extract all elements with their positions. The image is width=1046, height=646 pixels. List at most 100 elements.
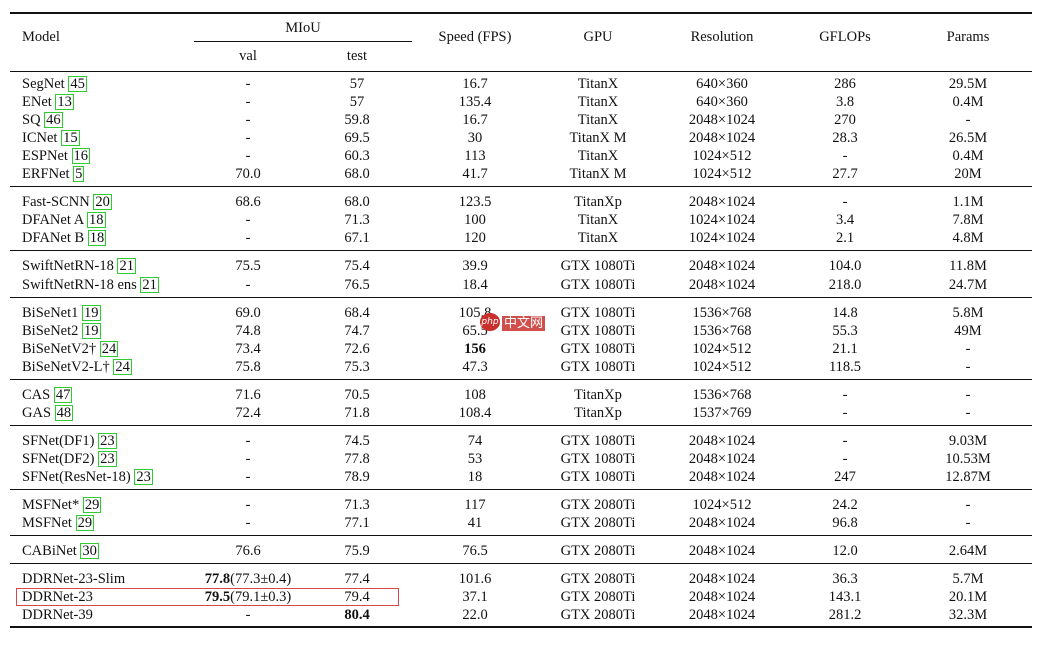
speed-cell: 135.4 [458,94,492,111]
citation-link[interactable]: 19 [82,304,101,321]
val-text: - [245,497,251,513]
citation-link[interactable]: 23 [98,432,117,449]
val-text: 73.4 [235,340,261,357]
resolution-cell: 1024×512 [692,148,752,165]
header-model: Model [22,29,60,45]
bottom-rule [10,626,1032,629]
citation-link[interactable]: 21 [140,276,159,293]
gflops-cell: - [842,148,848,165]
gflops-cell: 270 [834,112,856,129]
val-cell: 72.4 [235,404,260,422]
gpu-cell: GTX 2080Ti [560,543,636,560]
test-cell: 68.0 [344,166,370,183]
citation-link[interactable]: 13 [55,94,74,111]
val-text: - [245,112,251,129]
model-name: DDRNet-23-Slim [22,570,125,588]
header-params: Params [946,29,990,45]
gflops-cell: 96.8 [832,515,858,532]
resolution-cell: 2048×1024 [688,607,756,624]
gflops-cell: 3.4 [835,212,855,229]
gpu-cell: TitanX [577,76,619,92]
citation-link[interactable]: 29 [75,515,95,532]
test-cell: 59.8 [344,112,370,129]
resolution-cell: 2048×1024 [688,571,756,588]
gpu-cell: GTX 1080Ti [560,304,636,321]
gpu-cell: GTX 1080Ti [560,468,636,485]
gflops-cell: 286 [834,76,856,92]
citation-link[interactable]: 18 [87,230,107,247]
model-name: BiSeNetV2† 24 [22,340,119,358]
test-cell: 79.4 [344,589,370,606]
test-cell: 77.4 [344,571,370,588]
test-cell: 74.7 [344,322,370,339]
params-cell: 32.3M [948,607,988,624]
params-cell: - [965,386,971,403]
model-label: Fast-SCNN [22,194,94,211]
gpu-cell: GTX 1080Ti [560,432,636,449]
test-cell: 75.9 [344,543,370,560]
group-rule [10,250,1032,252]
val-text: 69.0 [235,304,261,321]
val-cell: - [246,129,251,147]
gpu-cell: GTX 1080Ti [560,340,636,357]
citation-link[interactable]: 45 [68,76,87,92]
resolution-cell: 1024×512 [692,497,752,513]
params-cell: 26.5M [948,130,988,147]
gflops-cell: 28.3 [832,130,858,147]
val-text: 75.5 [235,258,261,275]
model-label: SFNet(DF1) [22,432,99,449]
model-label: SegNet [22,76,69,92]
citation-link[interactable]: 18 [87,212,106,229]
gpu-cell: GTX 2080Ti [560,589,636,606]
gpu-cell: GTX 1080Ti [560,358,636,375]
val-bold: 77.8 [204,571,231,588]
test-cell: 77.1 [344,515,370,532]
speed-cell: 113 [464,148,486,165]
model-name: BiSeNetV2-L† 24 [22,358,132,376]
citation-link[interactable]: 24 [99,340,119,357]
gflops-cell: - [842,450,848,467]
val-text: - [245,468,251,485]
citation-link[interactable]: 16 [71,148,91,165]
citation-link[interactable]: 30 [80,543,99,560]
gflops-cell: 12.0 [832,543,858,560]
model-name: ESPNet 16 [22,147,91,165]
citation-link[interactable]: 46 [44,112,63,129]
speed-cell: 101.6 [458,571,492,588]
resolution-cell: 1537×769 [692,404,752,421]
citation-link[interactable]: 21 [117,258,136,275]
citation-link[interactable]: 48 [54,404,74,421]
resolution-cell: 2048×1024 [688,543,756,560]
speed-cell: 18 [467,468,483,485]
speed-cell: 47.3 [462,358,488,375]
gpu-cell: TitanX [577,148,619,165]
val-text: - [245,148,251,165]
citation-link[interactable]: 20 [93,194,112,211]
citation-link[interactable]: 47 [53,386,73,403]
citation-link[interactable]: 15 [61,130,80,147]
val-cell: - [246,514,251,532]
model-name: ICNet 15 [22,129,80,147]
model-label: SFNet(ResNet-18) [22,468,135,485]
citation-link[interactable]: 5 [73,166,85,183]
model-label: SQ [22,112,45,129]
citation-link[interactable]: 19 [82,322,101,339]
gflops-cell: - [842,432,848,449]
test-cell: 72.6 [344,340,370,357]
model-label: SwiftNetRN-18 ens [22,276,141,293]
gpu-cell: GTX 2080Ti [560,515,636,532]
top-rule [10,12,1032,14]
model-label: DFANet B [22,230,88,247]
citation-link[interactable]: 23 [98,450,117,467]
model-label: SwiftNetRN-18 [22,258,118,275]
citation-link[interactable]: 24 [113,358,132,375]
gflops-cell: - [842,386,848,403]
test-cell: 78.9 [344,468,370,485]
val-cell: 75.8 [235,358,260,376]
model-name: BiSeNet2 19 [22,322,101,340]
test-cell: 71.3 [344,212,370,229]
params-cell: 10.53M [945,450,991,467]
gpu-cell: GTX 1080Ti [560,322,636,339]
citation-link[interactable]: 29 [82,497,102,513]
citation-link[interactable]: 23 [134,468,153,485]
